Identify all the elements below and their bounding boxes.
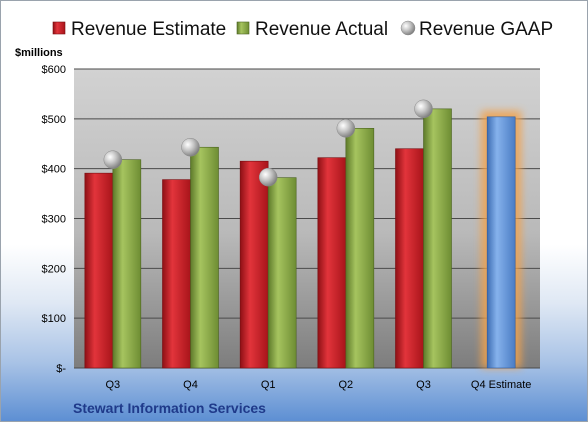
company-name: Stewart Information Services	[73, 400, 266, 416]
bar-revenue-estimate	[84, 172, 114, 369]
bar-revenue-estimate	[239, 160, 269, 369]
bar-revenue-estimate	[395, 148, 424, 369]
y-tick-label: $200	[42, 263, 66, 275]
bar-revenue-estimate	[162, 179, 191, 369]
legend-swatch	[400, 20, 416, 36]
x-tick-label: Q2	[338, 379, 353, 391]
x-tick-label: Q4 Estimate	[471, 379, 532, 391]
bar-revenue-actual	[190, 146, 219, 369]
marker-revenue-gaap	[103, 150, 123, 169]
y-tick-label: $500	[42, 114, 66, 126]
legend-label: Revenue Estimate	[71, 19, 226, 40]
marker-revenue-gaap	[336, 119, 356, 138]
legend-label: Revenue Actual	[255, 19, 388, 40]
bar-revenue-estimate	[317, 157, 347, 369]
bar-revenue-actual	[345, 128, 375, 369]
x-tick-label: Q1	[261, 379, 276, 391]
marker-revenue-gaap	[414, 99, 433, 119]
bar-revenue-actual	[423, 108, 452, 369]
legend-revenue-actual: Revenue Actual	[236, 19, 388, 40]
y-tick-label: $-	[56, 363, 66, 375]
y-tick-label: $100	[42, 313, 66, 325]
marker-revenue-gaap	[258, 167, 278, 187]
legend-label: Revenue GAAP	[419, 19, 553, 40]
bar-revenue-actual	[112, 159, 142, 369]
x-tick-label: Q3	[416, 379, 431, 391]
bar-revenue-actual	[267, 177, 297, 369]
y-tick-label: $400	[42, 164, 66, 176]
legend-revenue-gaap: Revenue GAAP	[400, 19, 553, 40]
marker-revenue-gaap	[181, 137, 200, 157]
y-tick-label: $300	[42, 214, 66, 226]
legend-swatch	[236, 21, 250, 35]
x-tick-label: Q4	[183, 379, 198, 391]
y-tick-label: $600	[42, 64, 66, 76]
x-tick-label: Q3	[105, 379, 120, 391]
y-axis-unit-label: $millions	[15, 47, 63, 59]
legend-revenue-estimate: Revenue Estimate	[52, 19, 226, 40]
legend-swatch	[52, 21, 66, 35]
bar-q4-estimate	[486, 116, 516, 369]
